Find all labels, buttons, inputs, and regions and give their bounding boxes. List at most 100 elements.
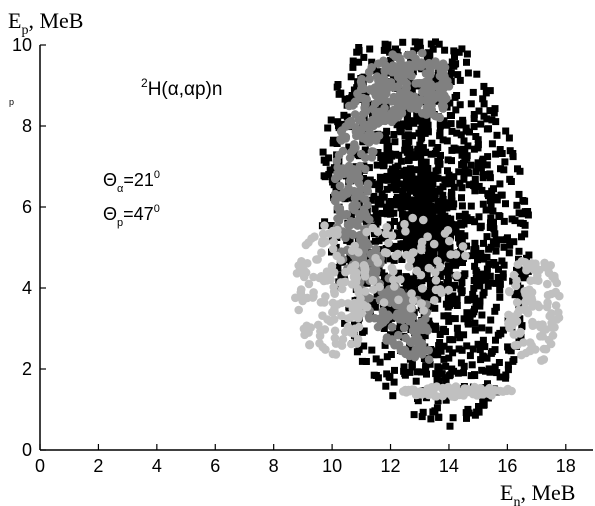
data-point-square — [453, 302, 461, 309]
data-point-circle — [353, 314, 363, 323]
data-point-square — [417, 126, 425, 133]
data-point-circle — [381, 61, 390, 70]
data-point-circle — [341, 267, 350, 277]
data-point-square — [373, 290, 381, 298]
data-point-circle — [396, 76, 406, 85]
data-point-circle — [359, 120, 369, 129]
data-point-circle — [303, 259, 312, 268]
data-point-square — [448, 127, 456, 135]
data-point-circle — [384, 238, 393, 248]
data-point-square — [372, 237, 379, 245]
data-point-square — [387, 56, 395, 64]
data-point-square — [469, 290, 477, 298]
data-point-square — [420, 184, 428, 192]
data-point-square — [441, 212, 449, 220]
data-point-square — [427, 194, 435, 202]
data-point-square — [425, 209, 433, 217]
data-point-square — [450, 173, 458, 181]
data-point-circle — [387, 81, 396, 91]
data-point-square — [456, 76, 464, 84]
data-point-square — [451, 53, 458, 61]
data-point-square — [416, 38, 424, 46]
data-point-circle — [316, 298, 326, 307]
data-point-circle — [328, 308, 337, 317]
data-point-square — [401, 370, 409, 378]
data-point-square — [485, 326, 493, 334]
data-point-square — [461, 210, 469, 218]
data-point-square — [424, 121, 432, 129]
data-point-circle — [413, 390, 422, 400]
data-point-square — [447, 177, 455, 185]
data-point-square — [508, 215, 516, 223]
data-point-circle — [356, 77, 366, 86]
data-point-square — [502, 200, 509, 208]
data-point-circle — [314, 320, 323, 330]
data-point-square — [348, 93, 356, 101]
data-point-circle — [329, 315, 339, 324]
data-point-square — [491, 230, 499, 238]
data-point-square — [347, 73, 355, 81]
data-point-square — [470, 145, 478, 153]
data-point-square — [326, 166, 334, 174]
data-point-square — [406, 368, 414, 376]
data-point-square — [463, 309, 471, 317]
data-point-square — [411, 280, 419, 288]
data-point-circle — [309, 288, 318, 297]
data-point-circle — [407, 289, 416, 298]
data-point-square — [447, 215, 455, 223]
data-point-circle — [418, 48, 427, 58]
data-point-square — [450, 183, 458, 191]
data-point-circle — [547, 289, 556, 299]
data-point-circle — [346, 312, 356, 322]
data-point-circle — [332, 251, 342, 261]
data-point-square — [408, 173, 416, 181]
data-point-square — [484, 380, 491, 388]
data-point-square — [504, 361, 512, 369]
data-point-square — [345, 143, 353, 151]
data-point-square — [433, 404, 441, 412]
data-point-circle — [421, 314, 430, 324]
data-point-square — [399, 215, 407, 223]
data-point-square — [441, 283, 449, 291]
data-point-circle — [323, 315, 332, 324]
x-tick-label: 14 — [439, 456, 459, 476]
data-point-circle — [408, 213, 418, 223]
data-point-circle — [411, 79, 421, 88]
data-point-square — [417, 368, 425, 376]
y-tick-label: 10 — [12, 35, 32, 55]
data-point-circle — [537, 356, 546, 365]
data-point-square — [481, 343, 489, 351]
data-point-square — [450, 47, 458, 55]
x-ticks: 0 2 4 6 8 10 12 14 16 18 — [35, 444, 576, 476]
data-point-circle — [543, 279, 552, 289]
data-point-square — [464, 69, 472, 77]
data-points — [291, 38, 564, 430]
data-point-circle — [406, 303, 416, 313]
data-point-circle — [369, 121, 378, 131]
data-point-square — [486, 272, 494, 280]
data-point-square — [449, 349, 457, 357]
data-point-square — [417, 265, 425, 273]
data-point-square — [515, 190, 523, 198]
data-point-square — [372, 355, 380, 363]
data-point-square — [416, 141, 424, 149]
data-point-square — [443, 137, 451, 145]
data-point-circle — [416, 95, 426, 104]
data-point-circle — [401, 227, 410, 236]
data-point-square — [454, 71, 462, 79]
data-point-square — [458, 287, 466, 295]
data-point-square — [446, 112, 454, 119]
data-point-square — [486, 224, 494, 231]
data-point-square — [393, 174, 401, 182]
data-point-circle — [337, 311, 346, 321]
data-point-square — [492, 236, 500, 244]
data-point-square — [414, 255, 422, 263]
data-point-square — [455, 234, 462, 242]
data-point-square — [492, 193, 500, 201]
data-point-square — [429, 172, 437, 179]
data-point-square — [380, 279, 388, 286]
data-point-circle — [431, 268, 440, 277]
data-point-square — [377, 154, 385, 161]
data-point-square — [386, 255, 394, 263]
data-point-square — [480, 82, 488, 90]
